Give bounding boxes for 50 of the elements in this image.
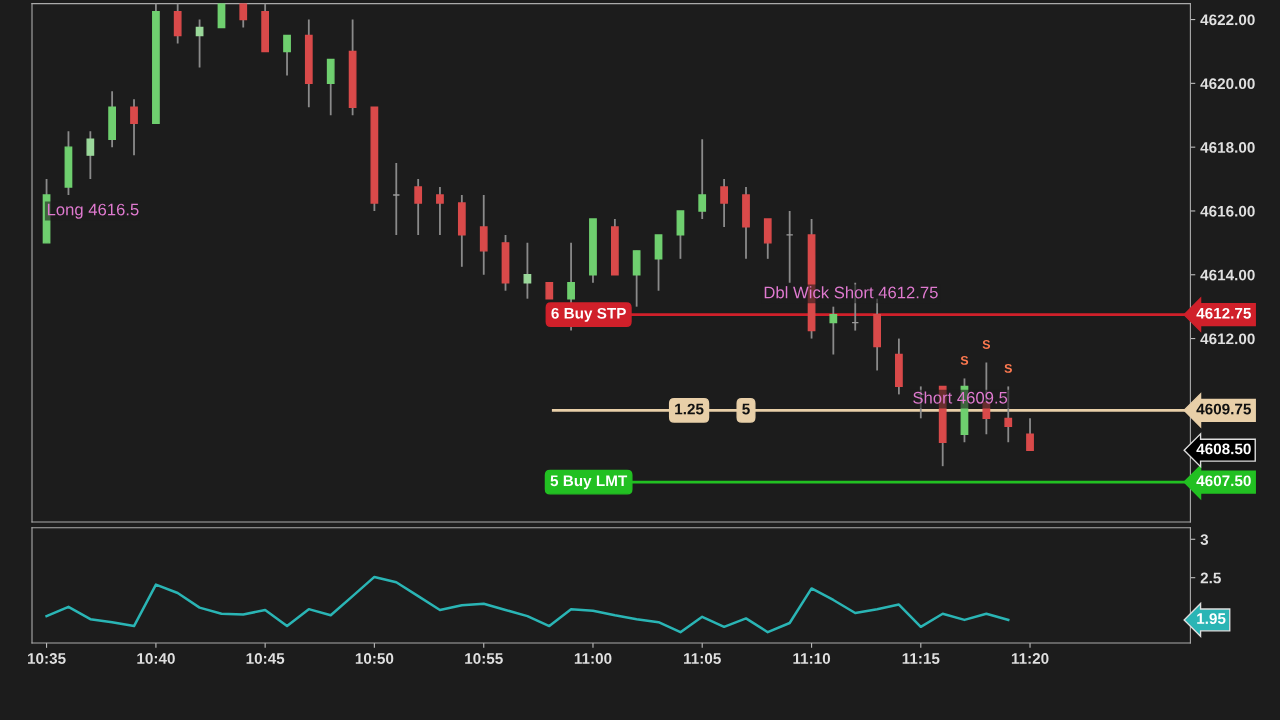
annotation: S [960, 356, 969, 365]
y-tick-label: 4620.00 [1200, 78, 1255, 90]
y-tick-label: 4612.00 [1200, 333, 1255, 345]
candlestick [698, 138, 707, 220]
x-tick-label: 11:20 [1011, 653, 1049, 664]
ref-line-label: 4607.50 [1196, 475, 1251, 487]
candlestick [676, 210, 685, 260]
text: 1.95 [1197, 613, 1226, 625]
annotation: 1.25 [675, 403, 704, 415]
y-tick-label: 2.5 [1200, 572, 1221, 584]
y-tick-label: 4622.00 [1200, 14, 1255, 26]
x-tick-label: 10:40 [137, 653, 175, 664]
y-tick-label: 4618.00 [1200, 142, 1255, 153]
line-series [45, 575, 1010, 634]
x-tick-label: 10:35 [27, 653, 66, 664]
annotation: Dbl Wick Short 4612.75 [764, 286, 938, 299]
candlestick [632, 249, 641, 308]
candlestick [479, 194, 488, 276]
x-tick-label: 10:55 [465, 653, 503, 664]
y-tick-label: 3 [1200, 534, 1209, 545]
annotation: Long 4616.5 [47, 203, 139, 219]
x-tick-label: 11:05 [684, 653, 721, 664]
candlestick [326, 58, 335, 117]
candlestick [86, 130, 95, 180]
x-tick-label: 11:10 [793, 653, 831, 664]
ref-line-label: 4609.75 [1196, 403, 1251, 415]
candlestick [1026, 417, 1034, 452]
candlestick [173, 3, 182, 45]
y-tick-label: 4616.00 [1200, 205, 1255, 217]
candlestick [414, 178, 423, 236]
annotation: Short 4609.5 [913, 391, 1008, 404]
annotation: 5 Buy LMT [550, 475, 628, 490]
annotation: S [1004, 363, 1012, 373]
candlestick [283, 34, 291, 77]
annotation: 5 [742, 403, 750, 415]
x-tick-label: 10:50 [355, 653, 394, 664]
annotation: 6 Buy STP [551, 307, 626, 322]
x-tick-label: 11:00 [574, 653, 612, 664]
annotation: S [982, 340, 991, 349]
candlestick [436, 186, 444, 236]
candlestick [763, 218, 772, 260]
candlestick [130, 98, 138, 157]
ref-line-label: 4612.75 [1196, 307, 1251, 319]
y-tick-label: 4614.00 [1200, 269, 1255, 281]
candlestick [829, 305, 838, 356]
text: 4608.50 [1196, 443, 1251, 455]
x-tick-label: 11:15 [902, 653, 940, 664]
x-tick-label: 10:45 [246, 653, 285, 664]
candlestick [720, 178, 728, 228]
candlestick [654, 233, 663, 292]
